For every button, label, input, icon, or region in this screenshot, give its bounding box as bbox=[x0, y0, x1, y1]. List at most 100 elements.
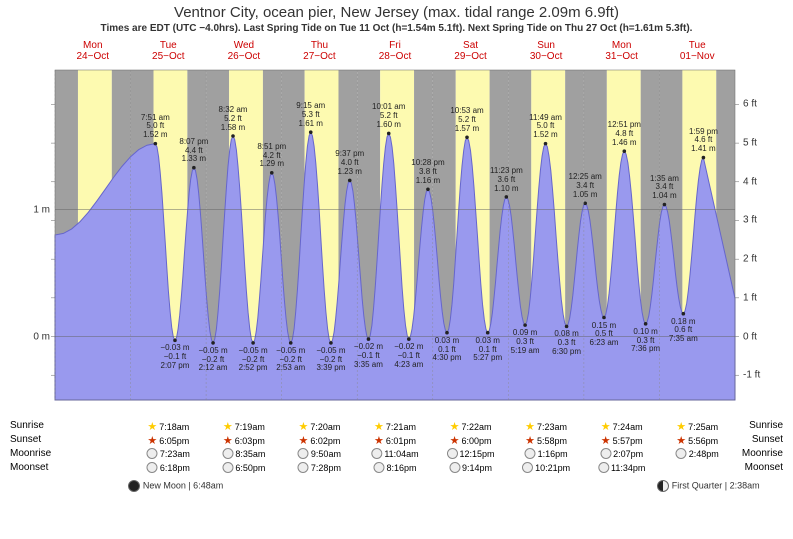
footer-time-item: 10:21pm bbox=[522, 462, 570, 473]
footer-time-item: ★5:56pm bbox=[676, 434, 718, 447]
footer-time-text: 7:28pm bbox=[311, 463, 341, 473]
moon-icon bbox=[222, 448, 233, 459]
moon-phase-label: First Quarter | 2:38am bbox=[657, 480, 759, 492]
footer-time-item: ★6:00pm bbox=[450, 434, 492, 447]
tide-extreme-label: −0.03 m−0.1 ft2:07 pm bbox=[160, 344, 189, 370]
moon-icon bbox=[147, 448, 158, 459]
day-header: Mon31−Oct bbox=[584, 40, 660, 62]
tide-extreme-label: 8:07 pm4.4 ft1.33 m bbox=[179, 138, 208, 164]
tide-extreme-label: −0.05 m−0.2 ft2:52 pm bbox=[239, 347, 268, 373]
footer-time-text: 9:14pm bbox=[462, 463, 492, 473]
footer-time-text: 7:22am bbox=[461, 422, 491, 432]
tide-extreme-label: 12:25 am3.4 ft1.05 m bbox=[568, 173, 601, 199]
day-header: Sat29−Oct bbox=[433, 40, 509, 62]
moon-icon bbox=[600, 448, 611, 459]
moon-icon bbox=[373, 462, 384, 473]
sunset-icon: ★ bbox=[298, 434, 308, 447]
footer-time-item: ★7:24am bbox=[601, 420, 643, 433]
moon-icon bbox=[676, 448, 687, 459]
footer-time-text: 6:50pm bbox=[235, 463, 265, 473]
sunset-icon: ★ bbox=[450, 434, 460, 447]
footer-row-label: Sunrise bbox=[10, 420, 44, 431]
footer-time-item: 2:07pm bbox=[600, 448, 643, 459]
sunset-icon: ★ bbox=[374, 434, 384, 447]
footer-time-text: 8:16pm bbox=[386, 463, 416, 473]
moon-icon bbox=[522, 462, 533, 473]
day-header: Fri28−Oct bbox=[357, 40, 433, 62]
footer-time-item: 7:28pm bbox=[298, 462, 341, 473]
footer-time-item: 11:04am bbox=[371, 448, 418, 459]
day-header: Thu27−Oct bbox=[282, 40, 358, 62]
sunrise-icon: ★ bbox=[223, 420, 233, 433]
y-axis-right-label: 3 ft bbox=[743, 215, 773, 226]
footer-row-label: Sunrise bbox=[749, 420, 783, 431]
footer-time-text: 12:15pm bbox=[460, 449, 495, 459]
y-axis-right-label: -1 ft bbox=[743, 370, 773, 381]
footer-time-item: ★7:23am bbox=[525, 420, 567, 433]
footer-time-text: 5:57pm bbox=[613, 436, 643, 446]
tide-extreme-label: 12:51 pm4.8 ft1.46 m bbox=[608, 121, 641, 147]
footer-row-label: Sunset bbox=[10, 434, 41, 445]
footer-time-text: 10:21pm bbox=[535, 463, 570, 473]
footer-time-text: 2:48pm bbox=[689, 449, 719, 459]
moon-icon bbox=[147, 462, 158, 473]
footer-row-label: Moonrise bbox=[10, 448, 51, 459]
tide-extreme-label: 8:32 am5.2 ft1.58 m bbox=[219, 106, 248, 132]
sunset-icon: ★ bbox=[223, 434, 233, 447]
day-header: Tue25−Oct bbox=[131, 40, 207, 62]
tide-extreme-label: 10:28 pm3.8 ft1.16 m bbox=[411, 159, 444, 185]
y-axis-right-label: 1 ft bbox=[743, 292, 773, 303]
footer-time-item: ★6:03pm bbox=[223, 434, 265, 447]
moon-icon bbox=[222, 462, 233, 473]
moon-phase-icon bbox=[657, 480, 669, 492]
moon-icon bbox=[598, 462, 609, 473]
sunset-icon: ★ bbox=[525, 434, 535, 447]
footer-time-text: 11:04am bbox=[384, 449, 418, 459]
footer-time-item: 11:34pm bbox=[598, 462, 645, 473]
sunrise-icon: ★ bbox=[676, 420, 686, 433]
sunrise-icon: ★ bbox=[601, 420, 611, 433]
footer-time-item: ★6:01pm bbox=[374, 434, 416, 447]
day-header: Mon24−Oct bbox=[55, 40, 131, 62]
footer-time-text: 6:03pm bbox=[235, 436, 265, 446]
footer-time-text: 2:07pm bbox=[613, 449, 643, 459]
tide-extreme-label: 7:51 am5.0 ft1.52 m bbox=[141, 114, 170, 140]
day-header: Tue01−Nov bbox=[659, 40, 735, 62]
sunset-icon: ★ bbox=[601, 434, 611, 447]
tide-extreme-label: 0.18 m0.6 ft7:35 am bbox=[669, 318, 698, 344]
sunrise-icon: ★ bbox=[450, 420, 460, 433]
sunset-icon: ★ bbox=[147, 434, 157, 447]
footer-row-label: Moonrise bbox=[742, 448, 783, 459]
y-axis-left-label: 1 m bbox=[25, 204, 50, 215]
footer-time-text: 6:18pm bbox=[160, 463, 190, 473]
footer-row-label: Sunset bbox=[752, 434, 783, 445]
footer-time-item: 7:23am bbox=[147, 448, 190, 459]
y-axis-right-label: 6 ft bbox=[743, 99, 773, 110]
y-axis-right-label: 4 ft bbox=[743, 176, 773, 187]
footer-time-text: 6:00pm bbox=[461, 436, 491, 446]
y-axis-left-label: 0 m bbox=[25, 331, 50, 342]
tide-extreme-label: −0.02 m−0.1 ft3:35 am bbox=[354, 343, 383, 369]
tide-extreme-label: 11:23 pm3.6 ft1.10 m bbox=[490, 167, 523, 193]
footer-time-item: 2:48pm bbox=[676, 448, 719, 459]
footer-time-item: 9:14pm bbox=[449, 462, 492, 473]
tide-extreme-label: 0.09 m0.3 ft5:19 am bbox=[511, 329, 540, 355]
tide-chart: Ventnor City, ocean pier, New Jersey (ma… bbox=[0, 0, 793, 539]
moon-icon bbox=[525, 448, 536, 459]
tide-extreme-label: 1:35 am3.4 ft1.04 m bbox=[650, 175, 679, 201]
footer-time-item: 12:15pm bbox=[447, 448, 495, 459]
footer-time-item: ★7:22am bbox=[450, 420, 492, 433]
footer-time-item: ★7:20am bbox=[298, 420, 340, 433]
footer-time-item: 6:50pm bbox=[222, 462, 265, 473]
footer-time-text: 6:02pm bbox=[310, 436, 340, 446]
sunset-icon: ★ bbox=[676, 434, 686, 447]
footer-time-text: 9:50am bbox=[311, 449, 341, 459]
footer-time-text: 6:05pm bbox=[159, 436, 189, 446]
tide-extreme-label: 0.08 m0.3 ft6:30 pm bbox=[552, 330, 581, 356]
footer-time-item: 8:35am bbox=[222, 448, 265, 459]
footer-time-text: 7:24am bbox=[613, 422, 643, 432]
footer-time-item: 6:18pm bbox=[147, 462, 190, 473]
footer-time-text: 7:21am bbox=[386, 422, 416, 432]
footer-time-item: ★7:18am bbox=[147, 420, 189, 433]
footer-time-text: 11:34pm bbox=[611, 463, 645, 473]
